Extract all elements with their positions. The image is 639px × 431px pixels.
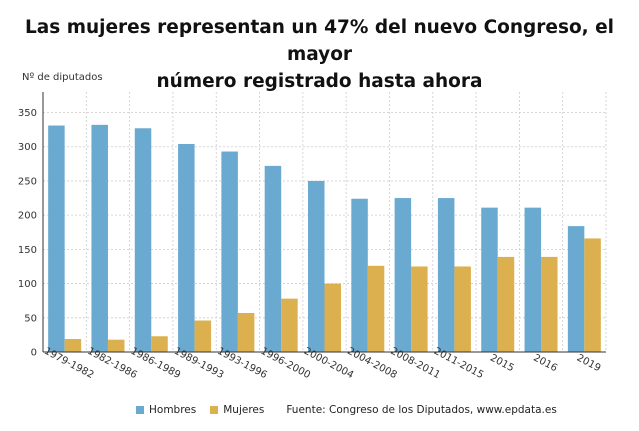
bar-mujeres-2019 (584, 238, 601, 352)
y-tick-label-300: 300 (18, 142, 37, 153)
bar-hombres-1993-1996 (221, 151, 238, 352)
bar-mujeres-2016 (541, 256, 558, 352)
legend: Hombres Mujeres Fuente: Congreso de los … (136, 404, 557, 416)
bar-hombres-2004-2008 (351, 198, 368, 352)
y-tick-label-150: 150 (18, 245, 37, 256)
bar-mujeres-2004-2008 (367, 265, 385, 352)
bar-hombres-1996-2000 (264, 165, 282, 352)
bar-hombres-1982-1986 (91, 124, 108, 352)
source-note: Fuente: Congreso de los Diputados, www.e… (286, 404, 557, 416)
bar-mujeres-2011-2015 (454, 266, 471, 352)
legend-swatch-mujeres (210, 406, 219, 414)
y-tick-label-350: 350 (18, 108, 37, 119)
bar-mujeres-1986-1989 (151, 336, 168, 352)
bar-hombres-1979-1982 (48, 125, 65, 353)
bar-mujeres-2000-2004 (324, 283, 341, 352)
chart-title: Las mujeres representan un 47% del nuevo… (0, 14, 639, 95)
chart-title-line1: Las mujeres representan un 47% del nuevo… (24, 17, 615, 65)
legend-item-mujeres: Mujeres (210, 404, 264, 416)
y-axis-label: Nº de diputados (22, 72, 103, 83)
y-tick-label-50: 50 (24, 313, 37, 324)
legend-label-mujeres: Mujeres (223, 404, 265, 416)
legend-item-hombres: Hombres (136, 404, 196, 416)
y-tick-label-0: 0 (31, 348, 37, 359)
bar-hombres-2008-2011 (394, 198, 412, 352)
legend-label-hombres: Hombres (149, 404, 197, 416)
bar-mujeres-2015 (497, 256, 515, 352)
bar-mujeres-1993-1996 (237, 313, 255, 352)
y-tick-label-100: 100 (18, 279, 37, 290)
bar-mujeres-1989-1993 (194, 320, 212, 352)
x-tick-label-2015: 2015 (488, 353, 516, 375)
bar-mujeres-2008-2011 (411, 266, 428, 352)
bar-mujeres-1979-1982 (64, 339, 82, 352)
bar-hombres-1986-1989 (134, 128, 152, 352)
legend-swatch-hombres (136, 406, 144, 414)
bar-mujeres-1996-2000 (281, 298, 298, 352)
chart-title-line2: número registrado hasta ahora (156, 71, 483, 92)
bar-hombres-2011-2015 (437, 198, 455, 352)
x-tick-label-2019: 2019 (575, 353, 603, 375)
bar-hombres-2000-2004 (308, 180, 325, 352)
y-tick-label-250: 250 (18, 176, 37, 187)
bar-hombres-1989-1993 (178, 144, 195, 352)
bar-mujeres-1982-1986 (107, 339, 125, 352)
x-tick-label-2016: 2016 (531, 353, 559, 375)
bar-hombres-2019 (567, 226, 585, 352)
bar-hombres-2016 (524, 207, 542, 352)
bar-hombres-2015 (481, 207, 498, 352)
y-tick-label-200: 200 (18, 211, 37, 222)
